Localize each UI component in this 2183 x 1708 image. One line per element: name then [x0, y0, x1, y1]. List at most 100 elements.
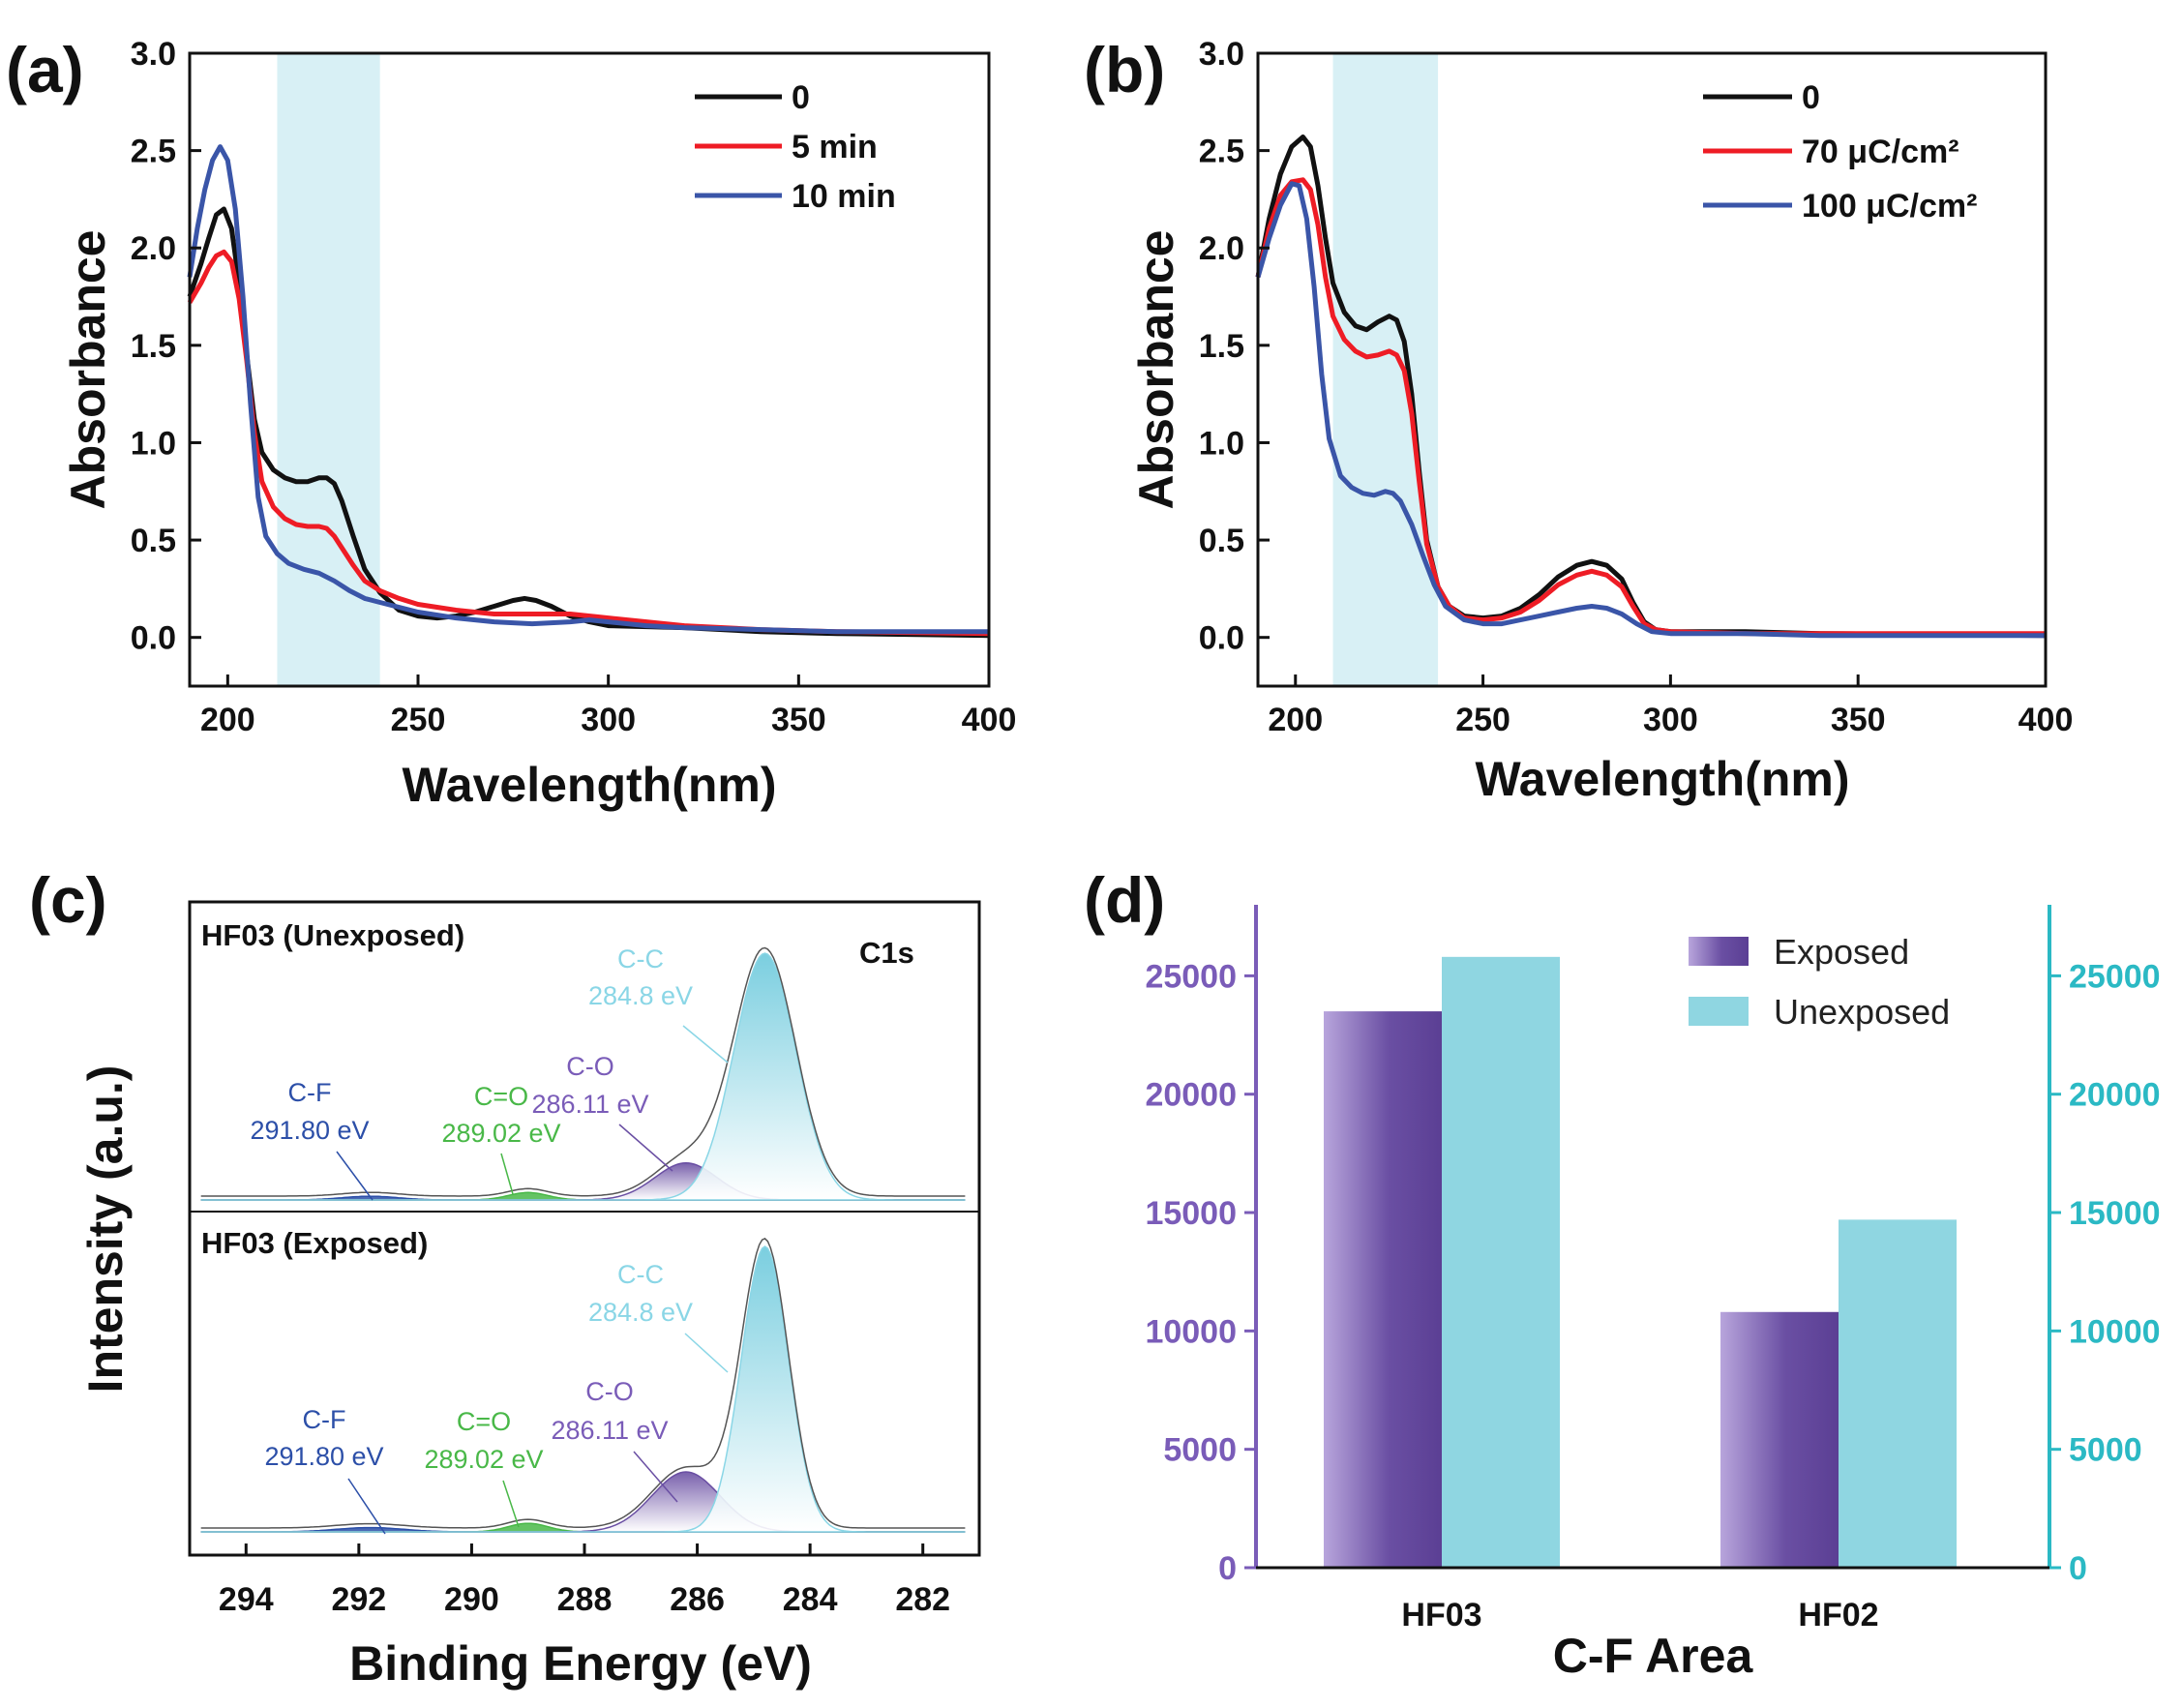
peak-c-o-exposed: [200, 1471, 966, 1533]
x-tick-label-4-b: 400: [2019, 702, 2074, 738]
peak-label-cc-top: C-C: [617, 944, 664, 974]
pointer-cf-bottom: [347, 1478, 386, 1535]
y-tick-label-4-b: 2.0: [1199, 230, 1244, 267]
left-tick-label-3: 15000: [1145, 1195, 1237, 1232]
right-tick-label-0: 0: [2069, 1550, 2087, 1587]
x-tick-label-1-c: 292: [331, 1581, 386, 1618]
c1s-label: C1s: [859, 936, 914, 970]
panel-d: (d) HF03 HF02 0 0 5000 5000 10000 10000 15000 15…: [1084, 864, 2161, 1683]
bar-unexposed-hf03: [1442, 956, 1560, 1568]
left-tick-label-0: 0: [1218, 1550, 1237, 1587]
x-tick-label-1-a: 250: [391, 702, 446, 738]
x-axis-label-c: Binding Energy (eV): [349, 1636, 812, 1691]
peak-label-cc-bottom: C-C: [617, 1260, 664, 1289]
category-label-hf03: HF03: [1401, 1597, 1481, 1633]
y-tick-label-2-a: 1.0: [131, 425, 176, 462]
x-tick-label-2-c: 290: [444, 1581, 499, 1618]
x-tick-label-2-b: 300: [1643, 702, 1698, 738]
y-tick-label-6-a: 3.0: [131, 36, 176, 73]
x-tick-label-2-a: 300: [581, 702, 636, 738]
left-tick-label-5: 25000: [1145, 958, 1237, 995]
y-tick-label-0-b: 0.0: [1199, 620, 1244, 657]
envelope-exposed: [200, 1238, 966, 1529]
pointer-cf-top: [336, 1151, 374, 1201]
right-tick-label-5: 25000: [2069, 958, 2161, 995]
legend-label-exposed: Exposed: [1774, 932, 1909, 972]
legend-label-2-b: 100 μC/cm²: [1802, 188, 1977, 225]
x-axis-label-d: C-F Area: [1553, 1629, 1754, 1683]
y-tick-label-0-a: 0.0: [131, 620, 176, 657]
bar-exposed-hf03: [1324, 1011, 1442, 1568]
x-tick-label-3-b: 350: [1831, 702, 1886, 738]
bar-unexposed-hf02: [1839, 1219, 1957, 1568]
left-tick-label-4: 20000: [1145, 1077, 1237, 1114]
panel-label-c: (c): [29, 864, 107, 936]
x-tick-label-3-a: 350: [771, 702, 826, 738]
y-tick-label-6-b: 3.0: [1199, 36, 1244, 73]
legend-d: Exposed Unexposed: [1689, 932, 1950, 1032]
x-tick-label-3-c: 288: [557, 1581, 613, 1618]
peak-c-c-exposed: [200, 1245, 966, 1533]
y-tick-label-1-b: 0.5: [1199, 523, 1244, 559]
series-line-1-b: [1255, 177, 2046, 637]
x-axis-label-b: Wavelength(nm): [1475, 752, 1849, 806]
legend-label-0-a: 0: [792, 79, 810, 116]
peak-c-c-unexposed: [200, 952, 966, 1201]
shaded-region-b: [1332, 53, 1439, 686]
legend-label-1-a: 5 min: [792, 129, 878, 165]
series-line-2-a: [187, 144, 989, 635]
category-label-hf02: HF02: [1798, 1597, 1878, 1633]
shaded-region-a: [277, 53, 380, 686]
peak-energy-cf-bottom: 291.80 eV: [264, 1442, 383, 1471]
panel-a: (a) 200 250 300 350 400 0.0 0.5 1.0 1.5 2.0 2.5 3.0…: [6, 34, 1016, 812]
legend-swatch-unexposed: [1689, 997, 1749, 1026]
peak-energy-ceqo-bottom: 289.02 eV: [424, 1445, 543, 1474]
y-tick-label-1-a: 0.5: [131, 523, 176, 559]
legend-b: 0 70 μC/cm² 100 μC/cm²: [1703, 79, 1977, 225]
y-axis-label-a: Absorbance: [61, 230, 115, 510]
x-tick-label-0-c: 294: [219, 1581, 274, 1618]
x-tick-label-1-b: 250: [1455, 702, 1510, 738]
peak-label-co-top: C-O: [566, 1052, 614, 1081]
y-axis-label-b: Absorbance: [1129, 230, 1183, 510]
x-tick-label-0-b: 200: [1268, 702, 1323, 738]
x-tick-label-0-a: 200: [200, 702, 255, 738]
y-tick-label-3-b: 1.5: [1199, 328, 1244, 365]
right-tick-label-2: 10000: [2069, 1313, 2161, 1350]
pointer-cc-top: [682, 1025, 729, 1064]
envelope-unexposed: [200, 946, 966, 1197]
plot-frame-a: [188, 51, 991, 688]
peak-energy-cc-bottom: 284.8 eV: [588, 1298, 693, 1327]
left-tick-label-2: 10000: [1145, 1313, 1237, 1350]
peak-label-cf-bottom: C-F: [303, 1405, 346, 1434]
panel-label-b: (b): [1084, 34, 1165, 105]
panel-c: (c) 294 292 290 288 286 284 282 HF03 (Unexpose…: [29, 864, 981, 1691]
annotations-exposed: C-C 284.8 eV C-O 286.11 eV C=O 289.02 eV…: [264, 1260, 729, 1535]
pointer-co-top: [618, 1124, 673, 1172]
pointer-ceqo-top: [500, 1153, 514, 1195]
pointer-ceqo-bottom: [502, 1480, 520, 1528]
legend-swatch-exposed: [1689, 937, 1749, 966]
x-tick-label-6-c: 282: [895, 1581, 950, 1618]
y-tick-label-2-b: 1.0: [1199, 425, 1244, 462]
y-tick-label-4-a: 2.0: [131, 230, 176, 267]
series-line-1-a: [187, 249, 990, 637]
peak-energy-co-bottom: 286.11 eV: [551, 1416, 668, 1445]
x-tick-label-4-c: 286: [670, 1581, 725, 1618]
series-line-2-b: [1255, 181, 2046, 639]
y-tick-label-3-a: 1.5: [131, 328, 176, 365]
left-tick-label-1: 5000: [1163, 1432, 1237, 1469]
peak-energy-ceqo-top: 289.02 eV: [441, 1119, 560, 1148]
peak-energy-cf-top: 291.80 eV: [250, 1116, 369, 1145]
y-tick-label-5-b: 2.5: [1199, 134, 1244, 170]
legend-a: 0 5 min 10 min: [695, 79, 896, 215]
right-tick-label-4: 20000: [2069, 1077, 2161, 1114]
legend-label-2-a: 10 min: [792, 178, 896, 215]
spectrum-title-unexposed: HF03 (Unexposed): [201, 918, 464, 952]
y-axis-label-c: Intensity (a.u.): [78, 1065, 133, 1393]
legend-label-1-b: 70 μC/cm²: [1802, 134, 1959, 170]
x-axis-label-a: Wavelength(nm): [402, 758, 776, 812]
panel-label-d: (d): [1084, 864, 1165, 936]
legend-label-0-b: 0: [1802, 79, 1820, 116]
